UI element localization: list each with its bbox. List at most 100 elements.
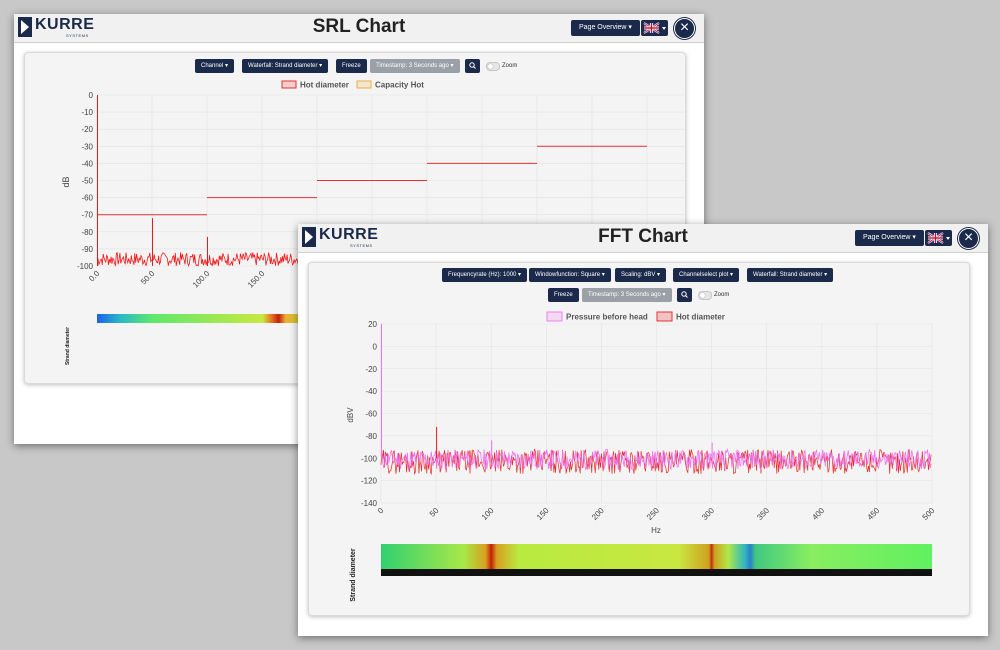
y-tick-label: -80 [81,228,93,237]
hot-diameter-series [380,448,932,476]
x-tick-label: 200 [590,506,606,522]
waterfall-axis-label: Strand diameter [350,548,357,602]
frequencyrate-dropdown[interactable]: Frequencyrate (Hz): 1000 ▾ [442,268,528,282]
page-overview-dropdown[interactable]: Page Overview ▾ [571,20,640,36]
channel-label: Channel [201,63,224,69]
logo-subtext: SYSTEMS [66,33,89,38]
page-overview-label: Page Overview [863,234,911,241]
search-icon [681,291,688,298]
channelselect-dropdown[interactable]: Channelselect plot ▾ [673,268,740,282]
x-tick-label: 250 [645,506,661,522]
kurre-logo-mark [302,227,316,247]
pressure-before-head-series [380,448,932,471]
timestamp-label: Timestamp: 3 Seconds ago [376,63,449,69]
fft-titlebar: KURRE SYSTEMS FFT Chart Page Overview ▾ [298,224,988,253]
y-tick-label: 0 [373,342,378,351]
legend-label: Capacity Hot [375,81,424,90]
y-tick-label: -50 [81,177,93,186]
x-tick-label: 50.0 [139,269,157,287]
waterfall-strip [381,544,932,570]
windowfunction-label: Windowfunction: Square [535,272,601,278]
close-icon: × [963,229,974,246]
legend-label: Pressure before head [566,313,648,322]
y-tick-label: -100 [77,262,94,271]
chevron-down-icon [662,27,666,30]
y-tick-label: -120 [361,477,378,486]
legend-swatch [281,80,297,89]
zoom-toggle[interactable] [698,291,712,300]
logo-text: KURRE [35,16,95,33]
legend-swatch [656,311,673,322]
waterfall-axis-label: Strand diameter [65,327,71,365]
search-icon [469,62,476,69]
windowfunction-dropdown[interactable]: Windowfunction: Square ▾ [529,268,611,282]
x-tick-label: 500 [921,506,937,522]
scaling-label: Scaling: dBV [621,272,656,278]
y-tick-label: -70 [81,211,93,220]
close-button[interactable]: × [674,18,695,39]
logo-text: KURRE [319,226,379,243]
y-tick-label: -20 [365,365,377,374]
y-tick-label: -60 [81,194,93,203]
zoom-label: Zoom [502,63,518,69]
freeze-button[interactable]: Freeze [548,288,579,302]
frequencyrate-label: Frequencyrate (Hz): 1000 [448,272,517,278]
search-button[interactable] [465,59,480,73]
uk-flag-icon [643,22,660,34]
y-tick-label: 20 [368,320,377,329]
waterfall-dropdown[interactable]: Waterfall: Strand diameter ▾ [747,268,834,282]
kurre-logo-mark [18,17,32,37]
waterfall-label: Waterfall: Strand diameter [248,63,318,69]
x-tick-label: 150 [535,506,551,522]
legend-swatch [356,80,372,89]
freeze-button[interactable]: Freeze [336,59,367,73]
x-tick-label: 300 [700,506,716,522]
page-title: FFT Chart [598,226,688,247]
y-tick-label: -60 [365,410,377,419]
y-tick-label: -140 [361,499,378,508]
close-button[interactable]: × [958,228,979,249]
fft-chart: Pressure before head Hot diameter 200-20-… [346,311,937,602]
page-title: SRL Chart [312,16,406,37]
y-tick-label: 0 [89,91,94,100]
zoom-label: Zoom [714,292,730,298]
y-tick-label: -40 [365,387,377,396]
waterfall-baseline [381,569,932,576]
y-tick-label: -80 [365,432,377,441]
y-axis-label: dB [61,176,71,187]
x-tick-label: 350 [755,506,771,522]
x-tick-label: 100.0 [191,269,212,290]
language-dropdown[interactable] [641,20,668,36]
x-tick-label: 50 [428,506,441,519]
y-tick-label: -30 [81,142,93,151]
x-tick-label: 400 [810,506,826,522]
x-tick-label: 0 [376,506,386,516]
search-button[interactable] [677,288,692,302]
scaling-dropdown[interactable]: Scaling: dBV ▾ [615,268,667,282]
x-tick-label: 450 [866,506,882,522]
fft-chart-panel: Frequencyrate (Hz): 1000 ▾ Windowfunctio… [308,262,970,616]
legend-label: Hot diameter [676,313,725,322]
y-tick-label: -10 [81,108,93,117]
y-tick-label: -40 [81,159,93,168]
x-tick-label: 100 [480,506,496,522]
timestamp-dropdown[interactable]: Timestamp: 3 Seconds ago ▾ [582,288,672,302]
uk-flag-icon [927,232,944,244]
logo-subtext: SYSTEMS [350,243,373,248]
page-overview-dropdown[interactable]: Page Overview ▾ [855,230,924,246]
fft-chart-window: KURRE SYSTEMS FFT Chart Page Overview ▾ [298,224,988,636]
waterfall-dropdown[interactable]: Waterfall: Strand diameter ▾ [242,59,329,73]
channelselect-label: Channelselect plot [679,272,729,278]
page-overview-label: Page Overview [579,24,627,31]
close-icon: × [679,19,690,36]
srl-titlebar: KURRE SYSTEMS SRL Chart Page Overview ▾ [14,14,704,43]
timestamp-label: Timestamp: 3 Seconds ago [588,292,661,298]
y-tick-label: -100 [361,454,378,463]
y-tick-label: -20 [81,125,93,134]
language-dropdown[interactable] [925,230,952,246]
chevron-down-icon [946,237,950,240]
zoom-toggle[interactable] [486,62,500,71]
timestamp-dropdown[interactable]: Timestamp: 3 Seconds ago ▾ [370,59,460,73]
legend-swatch [546,311,563,322]
channel-dropdown[interactable]: Channel ▾ [195,59,235,73]
